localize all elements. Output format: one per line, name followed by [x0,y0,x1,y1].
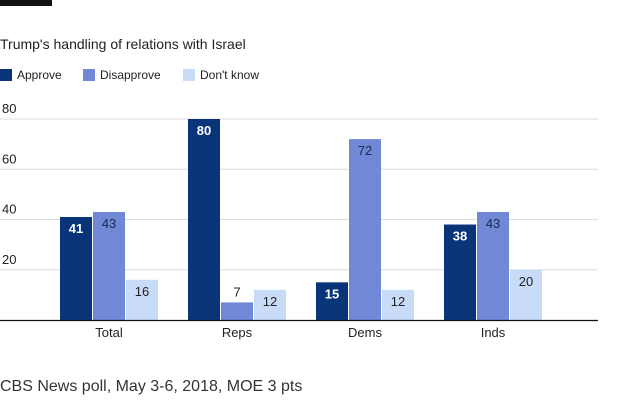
chart-title: Trump's handling of relations with Israe… [0,36,246,52]
legend-label-approve: Approve [17,68,62,82]
bar-reps-approve [188,119,220,320]
data-label-inds-disapprove: 43 [486,216,500,231]
legend-item-approve: Approve [0,68,62,82]
y-tick-label-20: 20 [2,252,16,267]
bar-inds-don-t-know [510,269,542,320]
x-tick-label-dems: Dems [348,325,382,340]
bar-reps-disapprove [221,302,253,320]
data-label-dems-disapprove: 72 [358,143,372,158]
bar-inds-disapprove [477,211,509,320]
data-label-total-don-t-know: 16 [135,284,149,299]
bars [60,119,542,320]
bar-reps-don-t-know [254,289,286,320]
data-label-reps-disapprove: 7 [233,284,240,299]
bar-inds-approve [444,224,476,320]
bar-dems-disapprove [349,139,381,320]
legend-label-disapprove: Disapprove [100,68,161,82]
bar-dems-don-t-know [382,289,414,320]
data-labels: 41 43 16 80 7 12 15 72 12 38 43 20 [69,123,533,309]
bar-total-don-t-know [126,279,158,320]
x-tick-label-reps: Reps [222,325,253,340]
x-tick-label-total: Total [95,325,123,340]
bar-dems-approve [316,282,348,320]
bar-total-approve [60,216,92,320]
data-label-total-disapprove: 43 [102,216,116,231]
data-label-dems-don-t-know: 12 [391,294,405,309]
y-tick-label-60: 60 [2,151,16,166]
y-tick-label-40: 40 [2,202,16,217]
legend-label-dont-know: Don't know [200,68,259,82]
legend-item-dont-know: Don't know [183,68,259,82]
legend-swatch-approve [0,69,12,81]
y-tick-label-80: 80 [2,101,16,116]
legend-item-disapprove: Disapprove [83,68,161,82]
data-label-dems-approve: 15 [325,286,339,301]
x-axis-ticks: Total Reps Dems Inds [95,325,506,340]
x-tick-label-inds: Inds [481,325,506,340]
data-label-inds-don-t-know: 20 [519,274,533,289]
source-note: CBS News poll, May 3-6, 2018, MOE 3 pts [0,378,303,395]
legend-swatch-disapprove [83,69,95,81]
header-rule [0,0,52,6]
data-label-total-approve: 41 [69,221,83,236]
data-label-inds-approve: 38 [453,229,467,244]
chart-legend: Approve Disapprove Don't know [0,68,620,82]
y-axis-ticks: 20 40 60 80 [2,101,16,267]
data-label-reps-approve: 80 [197,123,211,138]
legend-swatch-dont-know [183,69,195,81]
bar-total-disapprove [93,211,125,320]
data-label-reps-don-t-know: 12 [263,294,277,309]
